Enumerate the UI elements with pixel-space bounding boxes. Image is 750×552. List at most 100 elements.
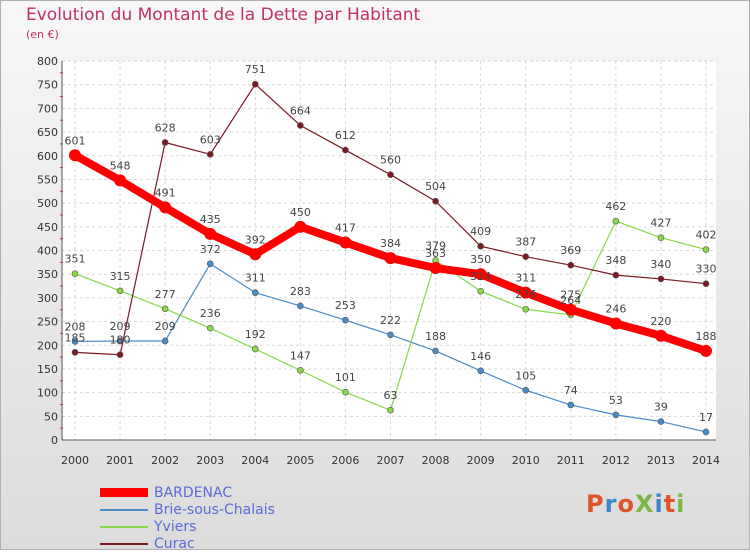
y-tick-label: 0 xyxy=(51,434,58,447)
data-point xyxy=(477,287,484,295)
data-point xyxy=(161,337,169,345)
y-tick-label: 600 xyxy=(37,150,58,163)
data-point xyxy=(477,367,484,375)
data-label: 188 xyxy=(696,330,717,343)
data-label: 384 xyxy=(380,237,401,250)
data-point xyxy=(71,338,79,345)
data-label: 504 xyxy=(425,180,446,193)
y-tick-label: 650 xyxy=(37,126,58,139)
data-label: 392 xyxy=(245,233,266,246)
data-label: 462 xyxy=(605,200,626,213)
legend-swatch xyxy=(100,488,148,497)
data-label: 246 xyxy=(605,302,626,315)
data-point xyxy=(567,261,575,269)
data-label: 185 xyxy=(65,331,86,344)
chart-title: Evolution du Montant de la Dette par Hab… xyxy=(26,5,421,25)
y-tick-label: 350 xyxy=(37,268,58,281)
legend-item: Curac xyxy=(100,535,275,552)
data-point xyxy=(161,305,169,313)
x-tick-label: 2007 xyxy=(377,454,405,467)
legend-label: BARDENAC xyxy=(154,484,233,501)
data-label: 314 xyxy=(470,270,491,283)
data-label: 63 xyxy=(384,389,398,402)
data-point xyxy=(342,146,349,154)
data-point xyxy=(657,275,665,283)
data-point xyxy=(387,331,394,339)
x-tick-label: 2000 xyxy=(61,454,89,467)
data-point xyxy=(71,270,79,278)
data-point xyxy=(657,234,665,242)
legend-swatch xyxy=(100,542,148,545)
data-label: 751 xyxy=(245,63,266,76)
data-point xyxy=(116,351,124,359)
data-point xyxy=(206,260,214,268)
logo-letter: X xyxy=(634,490,655,518)
data-point xyxy=(612,217,620,225)
data-label: 417 xyxy=(335,221,356,234)
x-tick-label: 2004 xyxy=(241,454,269,467)
data-label: 311 xyxy=(515,272,536,285)
data-label: 276 xyxy=(515,288,536,301)
data-point xyxy=(702,280,710,287)
legend-label: Brie-sous-Chalais xyxy=(154,501,275,518)
data-label: 491 xyxy=(155,186,176,199)
data-point xyxy=(342,388,349,396)
data-point xyxy=(342,316,349,324)
data-label: 427 xyxy=(650,217,671,230)
y-tick-label: 250 xyxy=(37,316,58,329)
y-tick-label: 50 xyxy=(44,410,58,423)
x-tick-label: 2011 xyxy=(557,454,585,467)
logo-letter: o xyxy=(617,490,635,518)
data-label: 348 xyxy=(605,254,626,267)
data-label: 209 xyxy=(110,320,131,333)
data-label: 220 xyxy=(650,315,671,328)
data-label: 379 xyxy=(425,239,446,252)
data-label: 402 xyxy=(696,229,717,242)
y-tick-label: 100 xyxy=(37,387,58,400)
x-tick-label: 2009 xyxy=(467,454,495,467)
data-point xyxy=(206,324,214,332)
data-point xyxy=(432,347,439,355)
legend-label: Curac xyxy=(154,535,195,552)
x-tick-label: 2001 xyxy=(106,454,134,467)
data-point xyxy=(251,289,259,296)
y-tick-label: 500 xyxy=(37,197,58,210)
data-point xyxy=(387,171,394,178)
proxiti-logo: ProXiti xyxy=(586,490,685,518)
x-tick-label: 2010 xyxy=(512,454,540,467)
x-tick-label: 2006 xyxy=(331,454,359,467)
data-label: 351 xyxy=(65,253,86,266)
x-tick-label: 2002 xyxy=(151,454,179,467)
y-tick-label: 300 xyxy=(37,292,58,305)
data-point xyxy=(204,227,217,240)
y-tick-label: 400 xyxy=(37,245,58,258)
data-point xyxy=(564,303,577,316)
data-point xyxy=(702,246,710,253)
y-tick-label: 750 xyxy=(37,79,58,92)
data-label: 147 xyxy=(290,349,311,362)
x-tick-label: 2014 xyxy=(692,454,720,467)
data-label: 387 xyxy=(515,236,536,249)
x-tick-label: 2013 xyxy=(647,454,675,467)
data-label: 39 xyxy=(654,401,668,414)
data-label: 208 xyxy=(65,320,86,333)
data-point xyxy=(69,149,81,162)
data-point xyxy=(251,80,259,88)
x-tick-label: 2008 xyxy=(422,454,450,467)
data-point xyxy=(432,197,439,205)
data-point xyxy=(474,268,487,281)
data-point xyxy=(522,305,530,313)
y-tick-label: 700 xyxy=(37,102,58,115)
legend-item: Brie-sous-Chalais xyxy=(100,501,275,518)
legend-item: BARDENAC xyxy=(100,484,275,501)
y-tick-label: 150 xyxy=(37,363,58,376)
data-label: 188 xyxy=(425,330,446,343)
data-point xyxy=(477,242,484,250)
data-point xyxy=(429,262,442,275)
data-point xyxy=(522,386,530,394)
data-point xyxy=(612,411,620,419)
data-label: 275 xyxy=(560,289,581,302)
data-point xyxy=(339,236,352,249)
data-label: 53 xyxy=(609,394,623,407)
